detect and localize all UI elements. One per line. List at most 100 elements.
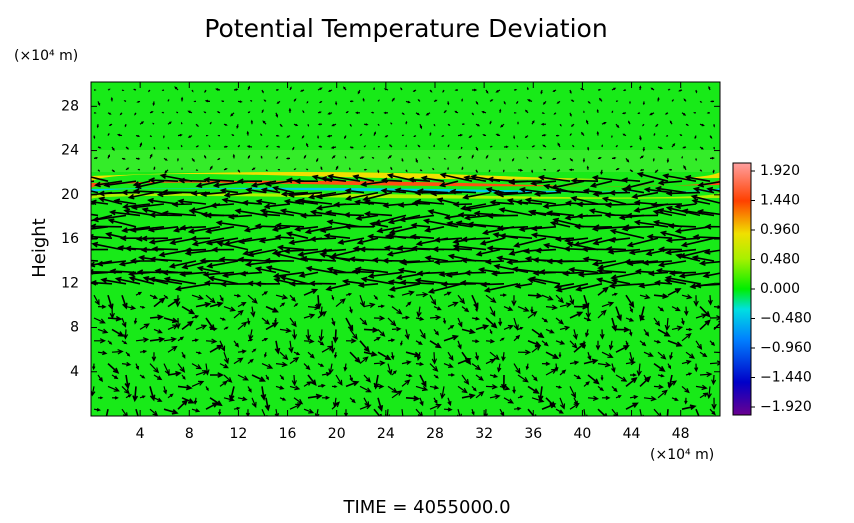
wind-arrow [462, 124, 464, 125]
wind-arrow [433, 169, 434, 170]
wind-arrow [434, 146, 435, 147]
wind-arrow [517, 146, 518, 147]
wind-arrow [406, 122, 407, 124]
wind-arrow [667, 136, 668, 137]
wind-arrow [168, 100, 169, 101]
wind-arrow [378, 147, 379, 148]
wind-arrow [724, 156, 725, 159]
wind-arrow [542, 113, 544, 114]
wind-arrow [182, 168, 183, 169]
wind-arrow [639, 113, 641, 114]
wind-arrow [583, 158, 584, 161]
wind-arrow [624, 90, 626, 91]
wind-arrow [346, 112, 348, 113]
wind-arrow [527, 158, 528, 159]
wind-arrow [303, 111, 304, 113]
wind-arrow [527, 88, 528, 90]
wind-arrow [700, 101, 701, 102]
wind-arrow [573, 146, 574, 147]
wind-arrow [336, 101, 337, 104]
wind-arrow [97, 124, 98, 127]
field [61, 82, 739, 423]
wind-arrow [612, 112, 613, 113]
wind-arrow [276, 135, 278, 136]
wind-arrow [276, 90, 278, 91]
y-tick-label: 8 [70, 320, 79, 336]
wind-arrow [472, 89, 476, 91]
wind-arrow [360, 135, 361, 136]
wind-arrow [196, 170, 197, 171]
wind-arrow [385, 112, 388, 114]
wind-arrow [696, 90, 697, 92]
wind-arrow [318, 136, 319, 138]
wind-arrow [94, 136, 95, 138]
wind-arrow [266, 146, 268, 147]
wind-arrow [414, 136, 416, 137]
wind-arrow [570, 169, 574, 171]
wind-arrow [261, 134, 262, 135]
wind-arrow [111, 98, 112, 101]
wind-arrow [448, 168, 449, 170]
wind-arrow [168, 147, 169, 148]
wind-arrow [149, 90, 150, 91]
wind-arrow [723, 409, 726, 417]
wind-arrow [489, 170, 490, 171]
wind-arrow [711, 101, 714, 102]
wind-arrow [724, 112, 726, 113]
wind-arrow [456, 90, 458, 91]
wind-arrow [443, 90, 444, 92]
wind-arrow [108, 134, 109, 136]
wind-arrow [545, 169, 547, 170]
wind-arrow [504, 170, 505, 171]
x-tick-label: 32 [475, 426, 493, 442]
wind-arrow [556, 135, 558, 136]
wind-arrow [163, 90, 164, 91]
y-tick-label: 24 [61, 143, 79, 159]
wind-arrow [714, 124, 715, 126]
wind-arrow [350, 169, 351, 170]
wind-arrow [532, 170, 533, 172]
chart-title: Potential Temperature Deviation [204, 14, 607, 43]
colorbar-tick-label: 1.440 [760, 192, 800, 208]
wind-arrow [444, 158, 445, 159]
time-label: TIME = 4055000.0 [342, 497, 510, 518]
wind-arrow [374, 88, 375, 90]
wind-arrow [448, 145, 449, 147]
wind-arrow [154, 168, 155, 170]
wind-arrow [125, 101, 126, 102]
wind-arrow [532, 146, 534, 147]
wind-arrow [251, 121, 252, 124]
x-tick-label: 28 [426, 426, 444, 442]
wind-arrow [278, 146, 280, 147]
wind-arrow [98, 170, 99, 171]
wind-arrow [442, 136, 444, 137]
wind-arrow [420, 170, 421, 171]
wind-arrow [181, 98, 183, 101]
wind-arrow [63, 248, 94, 252]
wind-arrow [700, 170, 701, 171]
wind-arrow [643, 101, 644, 104]
wind-arrow [222, 101, 224, 102]
colorbar-tick-label: 0.000 [760, 281, 800, 297]
wind-arrow [154, 147, 155, 149]
field-band [91, 150, 720, 172]
y-tick-label: 28 [61, 98, 79, 114]
wind-arrow [434, 124, 435, 125]
wind-arrow [308, 124, 309, 125]
wind-arrow [401, 88, 402, 90]
wind-arrow [62, 264, 94, 273]
x-tick-label: 44 [623, 426, 641, 442]
wind-arrow [406, 170, 407, 172]
wind-arrow [681, 135, 683, 136]
wind-arrow [588, 147, 589, 150]
wind-arrow [219, 135, 220, 136]
wind-arrow [287, 158, 290, 159]
wind-arrow [672, 100, 673, 101]
y-tick-label: 16 [61, 231, 79, 247]
wind-arrow [108, 89, 109, 90]
wind-arrow [728, 307, 732, 312]
wind-arrow [462, 147, 463, 148]
wind-arrow [630, 146, 632, 147]
x-tick-label: 20 [328, 426, 346, 442]
wind-arrow [598, 90, 600, 91]
